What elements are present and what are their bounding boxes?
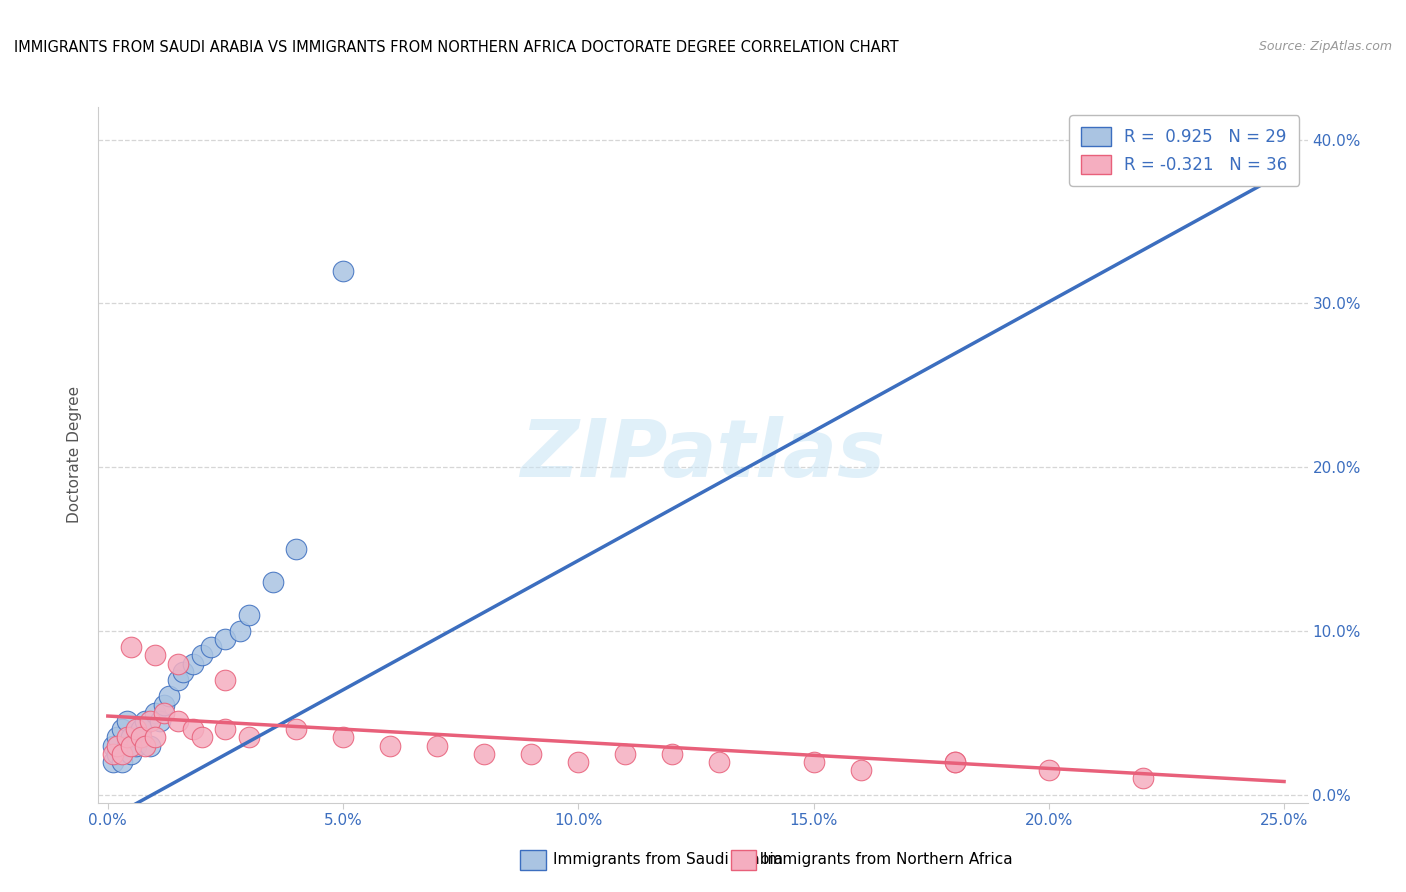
Point	[153, 698, 176, 712]
Point	[238, 607, 260, 622]
Point	[143, 648, 166, 663]
Point	[803, 755, 825, 769]
Point	[200, 640, 222, 655]
Point	[134, 714, 156, 728]
Point	[262, 574, 284, 589]
Point	[214, 722, 236, 736]
Point	[105, 747, 128, 761]
Text: Immigrants from Saudi Arabia: Immigrants from Saudi Arabia	[553, 853, 783, 867]
Point	[167, 714, 190, 728]
Text: IMMIGRANTS FROM SAUDI ARABIA VS IMMIGRANTS FROM NORTHERN AFRICA DOCTORATE DEGREE: IMMIGRANTS FROM SAUDI ARABIA VS IMMIGRAN…	[14, 40, 898, 55]
Point	[167, 673, 190, 687]
Point	[120, 731, 142, 745]
Text: Source: ZipAtlas.com: Source: ZipAtlas.com	[1258, 40, 1392, 54]
Point	[153, 706, 176, 720]
Point	[943, 755, 966, 769]
Point	[125, 739, 148, 753]
Point	[129, 731, 152, 745]
Point	[115, 739, 138, 753]
Point	[238, 731, 260, 745]
Point	[143, 731, 166, 745]
Point	[285, 722, 308, 736]
Point	[134, 739, 156, 753]
Point	[157, 690, 180, 704]
Legend: R =  0.925   N = 29, R = -0.321   N = 36: R = 0.925 N = 29, R = -0.321 N = 36	[1070, 115, 1299, 186]
Point	[129, 722, 152, 736]
Point	[115, 731, 138, 745]
Point	[228, 624, 250, 638]
Point	[111, 722, 134, 736]
Point	[101, 747, 124, 761]
Point	[943, 755, 966, 769]
Point	[120, 640, 142, 655]
Point	[101, 739, 124, 753]
Point	[426, 739, 449, 753]
Point	[567, 755, 589, 769]
Point	[1038, 763, 1060, 777]
Point	[191, 648, 214, 663]
Point	[214, 632, 236, 646]
Point	[214, 673, 236, 687]
Point	[181, 657, 204, 671]
Point	[111, 755, 134, 769]
Point	[1132, 771, 1154, 785]
Point	[149, 714, 172, 728]
Point	[181, 722, 204, 736]
Point	[520, 747, 543, 761]
Point	[378, 739, 401, 753]
Point	[120, 739, 142, 753]
Point	[614, 747, 637, 761]
Point	[125, 722, 148, 736]
Point	[661, 747, 683, 761]
Point	[472, 747, 495, 761]
Point	[101, 755, 124, 769]
Point	[172, 665, 194, 679]
Point	[849, 763, 872, 777]
Point	[105, 739, 128, 753]
Point	[115, 714, 138, 728]
Point	[285, 542, 308, 557]
Text: Immigrants from Northern Africa: Immigrants from Northern Africa	[763, 853, 1014, 867]
Text: ZIPatlas: ZIPatlas	[520, 416, 886, 494]
Point	[105, 731, 128, 745]
Point	[111, 747, 134, 761]
Point	[139, 714, 162, 728]
Point	[191, 731, 214, 745]
Point	[167, 657, 190, 671]
Point	[332, 731, 354, 745]
Point	[139, 739, 162, 753]
Point	[709, 755, 731, 769]
Point	[120, 747, 142, 761]
Point	[332, 264, 354, 278]
Point	[143, 706, 166, 720]
Y-axis label: Doctorate Degree: Doctorate Degree	[67, 386, 83, 524]
